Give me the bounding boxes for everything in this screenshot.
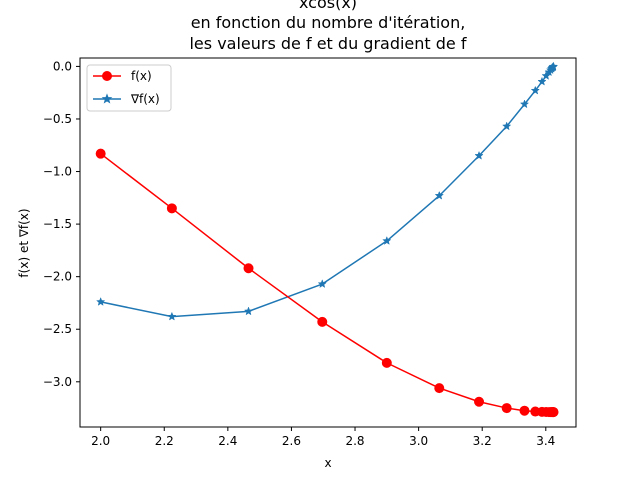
data-point-f (95, 148, 106, 159)
data-point-f (434, 383, 445, 394)
y-tick-label: −3.0 (43, 375, 72, 389)
data-point-gradient (96, 297, 106, 306)
data-point-gradient (317, 279, 327, 288)
chart-title-line-2: en fonction du nombre d'itération, (191, 13, 466, 32)
data-point-f (166, 203, 177, 214)
x-axis-label: x (324, 456, 331, 470)
y-tick-label: −2.5 (43, 322, 72, 336)
x-tick-label: 2.4 (218, 434, 237, 448)
data-point-f (243, 263, 254, 274)
data-point-gradient (167, 311, 177, 321)
y-tick-label: −2.0 (43, 270, 72, 284)
data-point-gradient (474, 150, 484, 160)
y-axis-label: f(x) et ∇f(x) (17, 208, 31, 277)
axis-ticks: 2.0 2.2 2.4 2.6 2.8 3.0 3.2 3.4 0.0 −0.5 −1.0 −1.5 −… (43, 59, 555, 448)
data-point-gradient (243, 306, 254, 316)
x-tick-label: 2.2 (155, 434, 174, 448)
legend-label-gradient: ∇f(x) (130, 92, 160, 106)
data-point-f (501, 403, 512, 414)
data-point-gradient (382, 236, 392, 245)
y-tick-label: −1.0 (43, 165, 72, 179)
axes-frame (79, 57, 577, 428)
data-point-f (519, 405, 530, 416)
data-point-gradient (537, 76, 547, 86)
chart-title-line-1: xcos(x) (299, 0, 357, 12)
y-tick-label: 0.0 (53, 59, 72, 73)
legend: f(x) ∇f(x) (86, 64, 172, 112)
data-point-f (474, 396, 485, 407)
data-point-gradient (502, 121, 512, 131)
chart-title-line-3: les valeurs de f et du gradient de f (189, 34, 466, 53)
legend-marker-gradient (101, 93, 113, 104)
data-point-gradient (434, 190, 444, 200)
y-tick-label: −1.5 (43, 217, 72, 231)
x-tick-label: 2.0 (91, 434, 110, 448)
legend-label-f: f(x) (131, 69, 152, 83)
data-point-gradient (530, 85, 540, 95)
x-tick-label: 2.6 (282, 434, 301, 448)
data-point-f (381, 357, 392, 368)
plot-area (95, 61, 559, 418)
y-tick-label: −0.5 (43, 112, 72, 126)
data-point-gradient (541, 70, 551, 80)
x-tick-label: 2.8 (345, 434, 364, 448)
data-point-gradient (519, 99, 530, 109)
x-tick-label: 3.0 (409, 434, 428, 448)
data-point-f (548, 407, 559, 418)
legend-marker-f (102, 71, 112, 81)
data-point-f (317, 316, 328, 327)
data-point-gradient (548, 61, 559, 71)
x-tick-label: 3.2 (473, 434, 492, 448)
x-tick-label: 3.4 (536, 434, 555, 448)
chart-title: xcos(x) en fonction du nombre d'itératio… (189, 0, 466, 53)
